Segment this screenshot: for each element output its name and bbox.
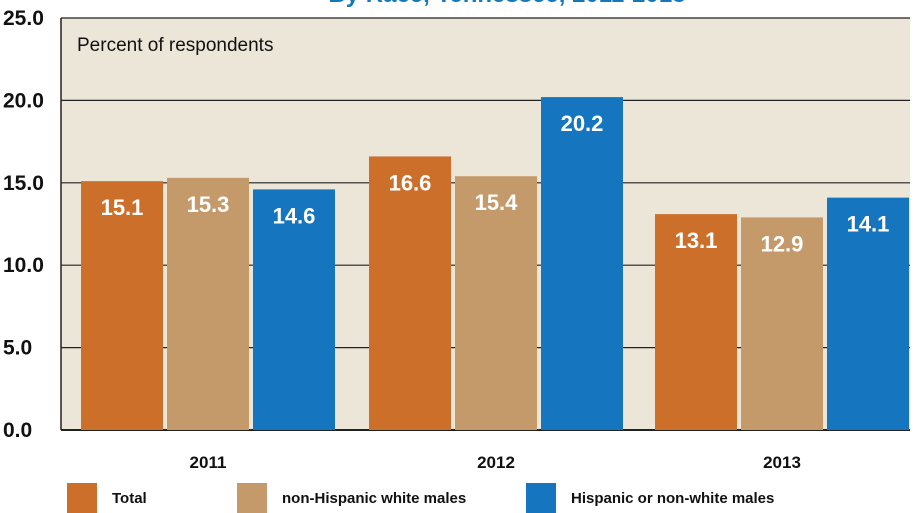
bar	[81, 181, 163, 430]
data-label: 13.1	[675, 228, 718, 253]
y-tick-label: 0.0	[3, 419, 32, 442]
y-tick-label: 25.0	[3, 7, 44, 30]
data-label: 15.1	[101, 195, 144, 220]
data-label: 16.6	[389, 170, 432, 195]
legend-label: non-Hispanic white males	[282, 490, 466, 507]
data-label: 14.1	[847, 212, 890, 237]
data-label: 12.9	[761, 231, 804, 256]
bar	[741, 217, 823, 430]
data-label: 20.2	[561, 111, 604, 136]
legend-label: Total	[112, 490, 147, 507]
y-axis-label: Percent of respondents	[77, 35, 273, 56]
legend-swatch	[237, 483, 267, 513]
bar	[455, 176, 537, 430]
y-axis-ticks: 0.0 5.0 10.0 15.0 20.0 25.0	[3, 7, 44, 442]
data-label: 15.4	[475, 190, 519, 215]
value-labels: 15.1 15.3 14.6 16.6 15.4 20.2 13.1 12.9 14.1	[101, 111, 890, 256]
bar	[827, 197, 909, 430]
y-tick-label: 15.0	[3, 172, 44, 195]
y-tick-label: 10.0	[3, 254, 44, 277]
legend: Total non-Hispanic white males Hispanic or…	[67, 483, 774, 513]
y-tick-label: 5.0	[3, 337, 32, 360]
chart-title: By Race, Tennessee, 2011-2013	[328, 0, 685, 8]
bar	[655, 214, 737, 430]
x-tick-label: 2011	[190, 453, 227, 472]
bar	[541, 97, 623, 430]
legend-label: Hispanic or non-white males	[571, 490, 774, 507]
legend-swatch	[526, 483, 556, 513]
bar	[369, 156, 451, 430]
legend-swatch	[67, 483, 97, 513]
y-tick-label: 20.0	[3, 89, 44, 112]
x-tick-label: 2012	[477, 453, 515, 472]
bars	[81, 97, 909, 430]
bar	[167, 177, 249, 430]
bar	[253, 189, 335, 430]
x-tick-label: 2013	[763, 453, 801, 472]
data-label: 14.6	[273, 203, 316, 228]
x-axis-categories: 2011 2012 2013	[190, 453, 801, 472]
data-label: 15.3	[187, 192, 230, 217]
